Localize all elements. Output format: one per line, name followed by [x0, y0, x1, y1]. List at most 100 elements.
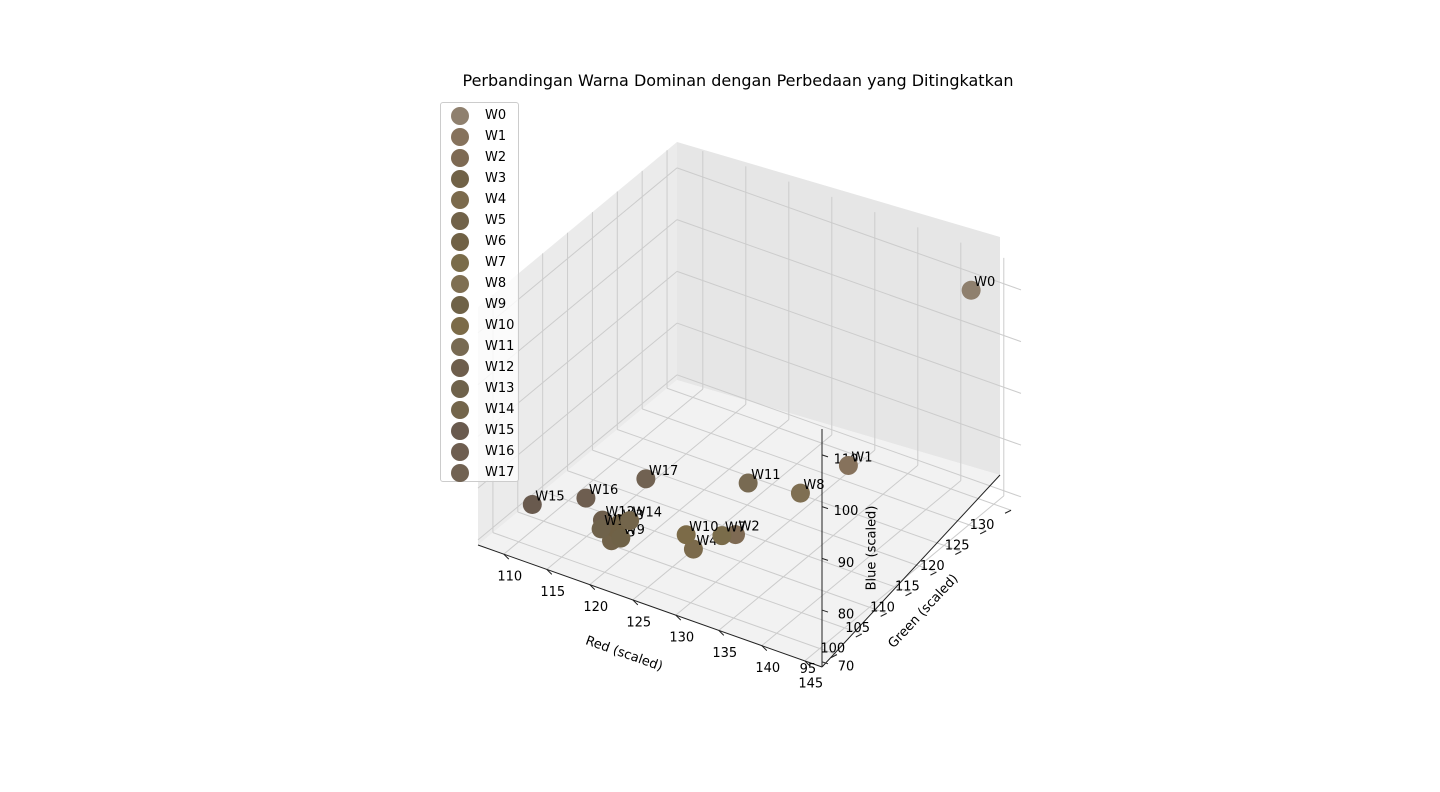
legend-label: W12 [485, 360, 515, 375]
legend-label: W0 [485, 108, 507, 123]
point-label-w2: W2 [739, 520, 760, 535]
x-tick [546, 569, 553, 575]
point-w17 [636, 469, 656, 489]
legend-label: W8 [485, 276, 507, 291]
z-tick [821, 609, 829, 613]
legend-label: W15 [485, 423, 515, 438]
legend-marker [451, 443, 469, 461]
y-grid-floor [666, 387, 1012, 511]
x-tick-label: 140 [755, 661, 780, 676]
legend-marker [451, 317, 469, 335]
x-tick-label: 130 [669, 631, 694, 646]
legend-marker [451, 191, 469, 209]
point-w11 [738, 473, 758, 493]
x-tick [804, 660, 811, 667]
back-wall-pane [677, 142, 1000, 475]
y-tick [979, 530, 987, 535]
legend-marker [451, 233, 469, 251]
point-w8 [790, 483, 810, 503]
x-tick-label: 110 [497, 570, 522, 585]
point-label-w15: W15 [535, 489, 564, 504]
legend-item: W17 [441, 463, 518, 484]
point-label-w7: W7 [725, 521, 746, 536]
y-grid-floor [642, 408, 987, 532]
x-tick-label: 115 [540, 585, 565, 600]
point-label-w17: W17 [649, 464, 678, 479]
x-tick [503, 553, 510, 560]
legend-item: W3 [441, 169, 518, 190]
x-axis-label: Red (scaled) [583, 633, 664, 674]
point-label-w0: W0 [974, 275, 995, 290]
legend-marker [451, 422, 469, 440]
point-w1 [838, 455, 858, 475]
legend-marker [451, 128, 469, 146]
x-tick [718, 630, 725, 636]
legend-label: W9 [485, 297, 507, 312]
legend-marker [451, 254, 469, 272]
legend-item: W4 [441, 190, 518, 211]
point-label-w4: W4 [696, 534, 717, 549]
x-grid-floor [718, 465, 919, 631]
z-grid-back [676, 167, 1022, 291]
y-axis-line [821, 474, 1001, 668]
x-tick-label: 135 [712, 646, 737, 661]
point-w9 [611, 528, 631, 548]
point-w7 [712, 526, 732, 546]
legend-label: W10 [485, 318, 515, 333]
z-tick [821, 557, 829, 561]
legend-item: W16 [441, 442, 518, 463]
legend-marker [451, 296, 469, 314]
x-tick-label: 125 [626, 615, 651, 630]
legend-item: W10 [441, 316, 518, 337]
z-tick [821, 506, 829, 510]
legend-marker [451, 149, 469, 167]
legend-label: W16 [485, 444, 515, 459]
x-grid-floor [503, 388, 704, 555]
legend-label: W13 [485, 381, 515, 396]
y-tick-label: 120 [920, 559, 945, 574]
x-tick-label: 145 [798, 676, 823, 691]
x-tick [675, 614, 682, 621]
z-grid-back [676, 270, 1022, 394]
point-w14 [620, 511, 640, 531]
legend-marker [451, 170, 469, 188]
legend-label: W1 [485, 129, 507, 144]
legend-item: W11 [441, 337, 518, 358]
legend-label: W14 [485, 402, 515, 417]
z-tick [821, 661, 829, 665]
y-tick-label: 95 [800, 662, 817, 677]
legend-item: W15 [441, 421, 518, 442]
x-grid-floor [761, 480, 962, 647]
x-grid-floor [632, 434, 833, 601]
y-tick [905, 592, 912, 597]
y-tick-label: 130 [970, 518, 995, 533]
x-grid-floor [675, 449, 876, 616]
y-tick-label: 100 [820, 642, 845, 657]
y-tick [830, 654, 838, 659]
point-label-w14: W14 [633, 506, 662, 521]
legend-marker [451, 359, 469, 377]
legend-marker [451, 107, 469, 125]
chart-title: Perbandingan Warna Dominan dengan Perbed… [462, 71, 1014, 90]
z-tick [821, 454, 829, 458]
legend-marker [451, 212, 469, 230]
x-axis-line [477, 544, 823, 668]
legend-marker [451, 401, 469, 419]
z-grid-wall [477, 374, 678, 541]
x-tick [632, 599, 639, 606]
legend-label: W11 [485, 339, 515, 354]
legend-marker [451, 338, 469, 356]
legend-item: W9 [441, 295, 518, 316]
point-label-w10: W10 [689, 520, 718, 535]
point-w4 [683, 539, 703, 559]
point-w15 [522, 494, 542, 514]
legend-item: W5 [441, 211, 518, 232]
legend-item: W12 [441, 358, 518, 379]
legend-marker [451, 380, 469, 398]
z-tick-label: 90 [838, 556, 855, 571]
z-tick-label: 70 [838, 659, 855, 674]
y-grid-floor [517, 511, 862, 635]
y-tick [855, 633, 863, 638]
